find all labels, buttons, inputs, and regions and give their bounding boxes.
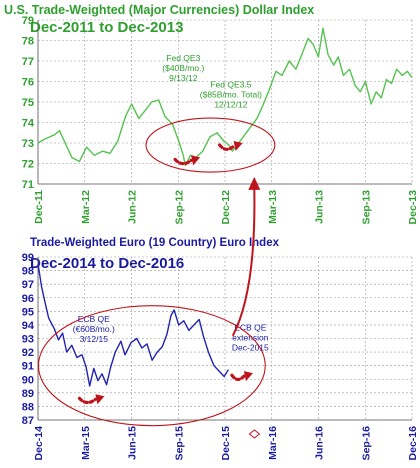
highlight-ellipse-top xyxy=(145,117,276,173)
connector-arrowhead xyxy=(248,176,261,190)
y-tick-label: 97 xyxy=(22,279,34,291)
highlight-ellipse-bottom xyxy=(37,305,266,427)
x-tick-label: Mar-13 xyxy=(267,190,279,224)
x-tick-label: Sep-12 xyxy=(173,190,185,225)
x-tick-label: Jun-12 xyxy=(127,190,139,224)
bottom-chart-title: Trade-Weighted Euro (19 Country) Euro In… xyxy=(30,237,280,249)
annotation-label: Dec-2015 xyxy=(232,342,269,352)
annotation-label: ECB QE xyxy=(234,322,266,332)
x-tick-label: Jun-13 xyxy=(314,190,326,224)
arrowhead-mark xyxy=(191,155,201,166)
x-tick-label: Mar-15 xyxy=(80,426,92,460)
x-tick-label: Dec-11 xyxy=(33,190,45,224)
annotation-label: ($85B/mo. Total) xyxy=(200,90,262,100)
annotation-label: 12/12/12 xyxy=(214,100,247,110)
x-tick-label: Jun-16 xyxy=(314,426,326,460)
y-tick-label: 72 xyxy=(22,159,34,171)
y-tick-label: 96 xyxy=(22,293,34,305)
annotation-label: ECB QE xyxy=(78,314,110,324)
y-tick-label: 98 xyxy=(22,266,34,278)
y-tick-label: 93 xyxy=(22,334,34,346)
y-tick-label: 91 xyxy=(22,361,34,373)
y-tick-label: 77 xyxy=(22,56,34,68)
y-tick-label: 88 xyxy=(22,401,34,413)
annotation-label: ($40B/mo.) xyxy=(162,63,204,73)
y-tick-label: 99 xyxy=(22,252,34,264)
series-line xyxy=(37,263,229,387)
x-tick-label: Jun-15 xyxy=(127,426,139,460)
annotation-label: extension xyxy=(232,332,269,342)
annotation-label: 3/12/15 xyxy=(80,334,109,344)
highlight-marks xyxy=(37,117,276,439)
annotation-label: Fed QE3 xyxy=(166,53,200,63)
x-tick-label: Dec-13 xyxy=(407,190,419,225)
x-tick-label: Dec-14 xyxy=(33,426,45,461)
y-tick-label: 78 xyxy=(22,36,34,48)
y-tick-label: 75 xyxy=(22,97,34,109)
x-tick-label: Sep-13 xyxy=(360,190,372,225)
x-tick-label: Dec-16 xyxy=(407,426,419,461)
connector-arrow-line xyxy=(231,187,256,337)
x-tick-label: Sep-16 xyxy=(360,426,372,461)
annotation-label: 9/13/12 xyxy=(169,73,198,83)
arrowhead-mark xyxy=(233,141,243,152)
diamond-mark xyxy=(248,429,261,439)
top-chart-plot: 71 72 73 74 75 76 77 78 79 Dec-11 Mar-12 Jun-12 Sep-… xyxy=(22,15,419,224)
y-tick-label: 76 xyxy=(22,77,34,89)
y-tick-label: 94 xyxy=(22,320,35,332)
annotation-label: Fed QE3.5 xyxy=(210,80,251,90)
y-tick-label: 90 xyxy=(22,374,34,386)
y-tick-label: 74 xyxy=(22,118,35,130)
top-chart-subtitle: Dec-2011 to Dec-2013 xyxy=(30,19,183,36)
dotted-arc-mark xyxy=(77,396,98,405)
dotted-arc-mark xyxy=(230,373,246,382)
x-tick-label: Dec-15 xyxy=(220,426,232,461)
dotted-arc-mark xyxy=(173,157,193,166)
y-tick-label: 95 xyxy=(22,306,34,318)
y-tick-label: 89 xyxy=(22,388,34,400)
x-tick-label: Mar-16 xyxy=(267,426,279,460)
y-tick-label: 79 xyxy=(22,15,34,27)
y-tick-label: 71 xyxy=(22,179,34,191)
dotted-arc-mark xyxy=(218,143,236,151)
y-tick-label: 87 xyxy=(22,415,34,427)
bottom-chart-subtitle: Dec-2014 to Dec-2016 xyxy=(30,255,184,272)
y-tick-label: 92 xyxy=(22,347,34,359)
y-tick-label: 73 xyxy=(22,138,34,150)
x-tick-label: Mar-12 xyxy=(80,190,92,224)
arrowhead-mark xyxy=(243,371,253,382)
x-tick-label: Dec-12 xyxy=(220,190,232,225)
x-tick-label: Sep-15 xyxy=(173,426,185,461)
annotation-label: (€60B/mo.) xyxy=(73,324,115,334)
arrowhead-mark xyxy=(95,394,105,405)
top-chart-title: U.S. Trade-Weighted (Major Currencies) D… xyxy=(4,3,314,17)
